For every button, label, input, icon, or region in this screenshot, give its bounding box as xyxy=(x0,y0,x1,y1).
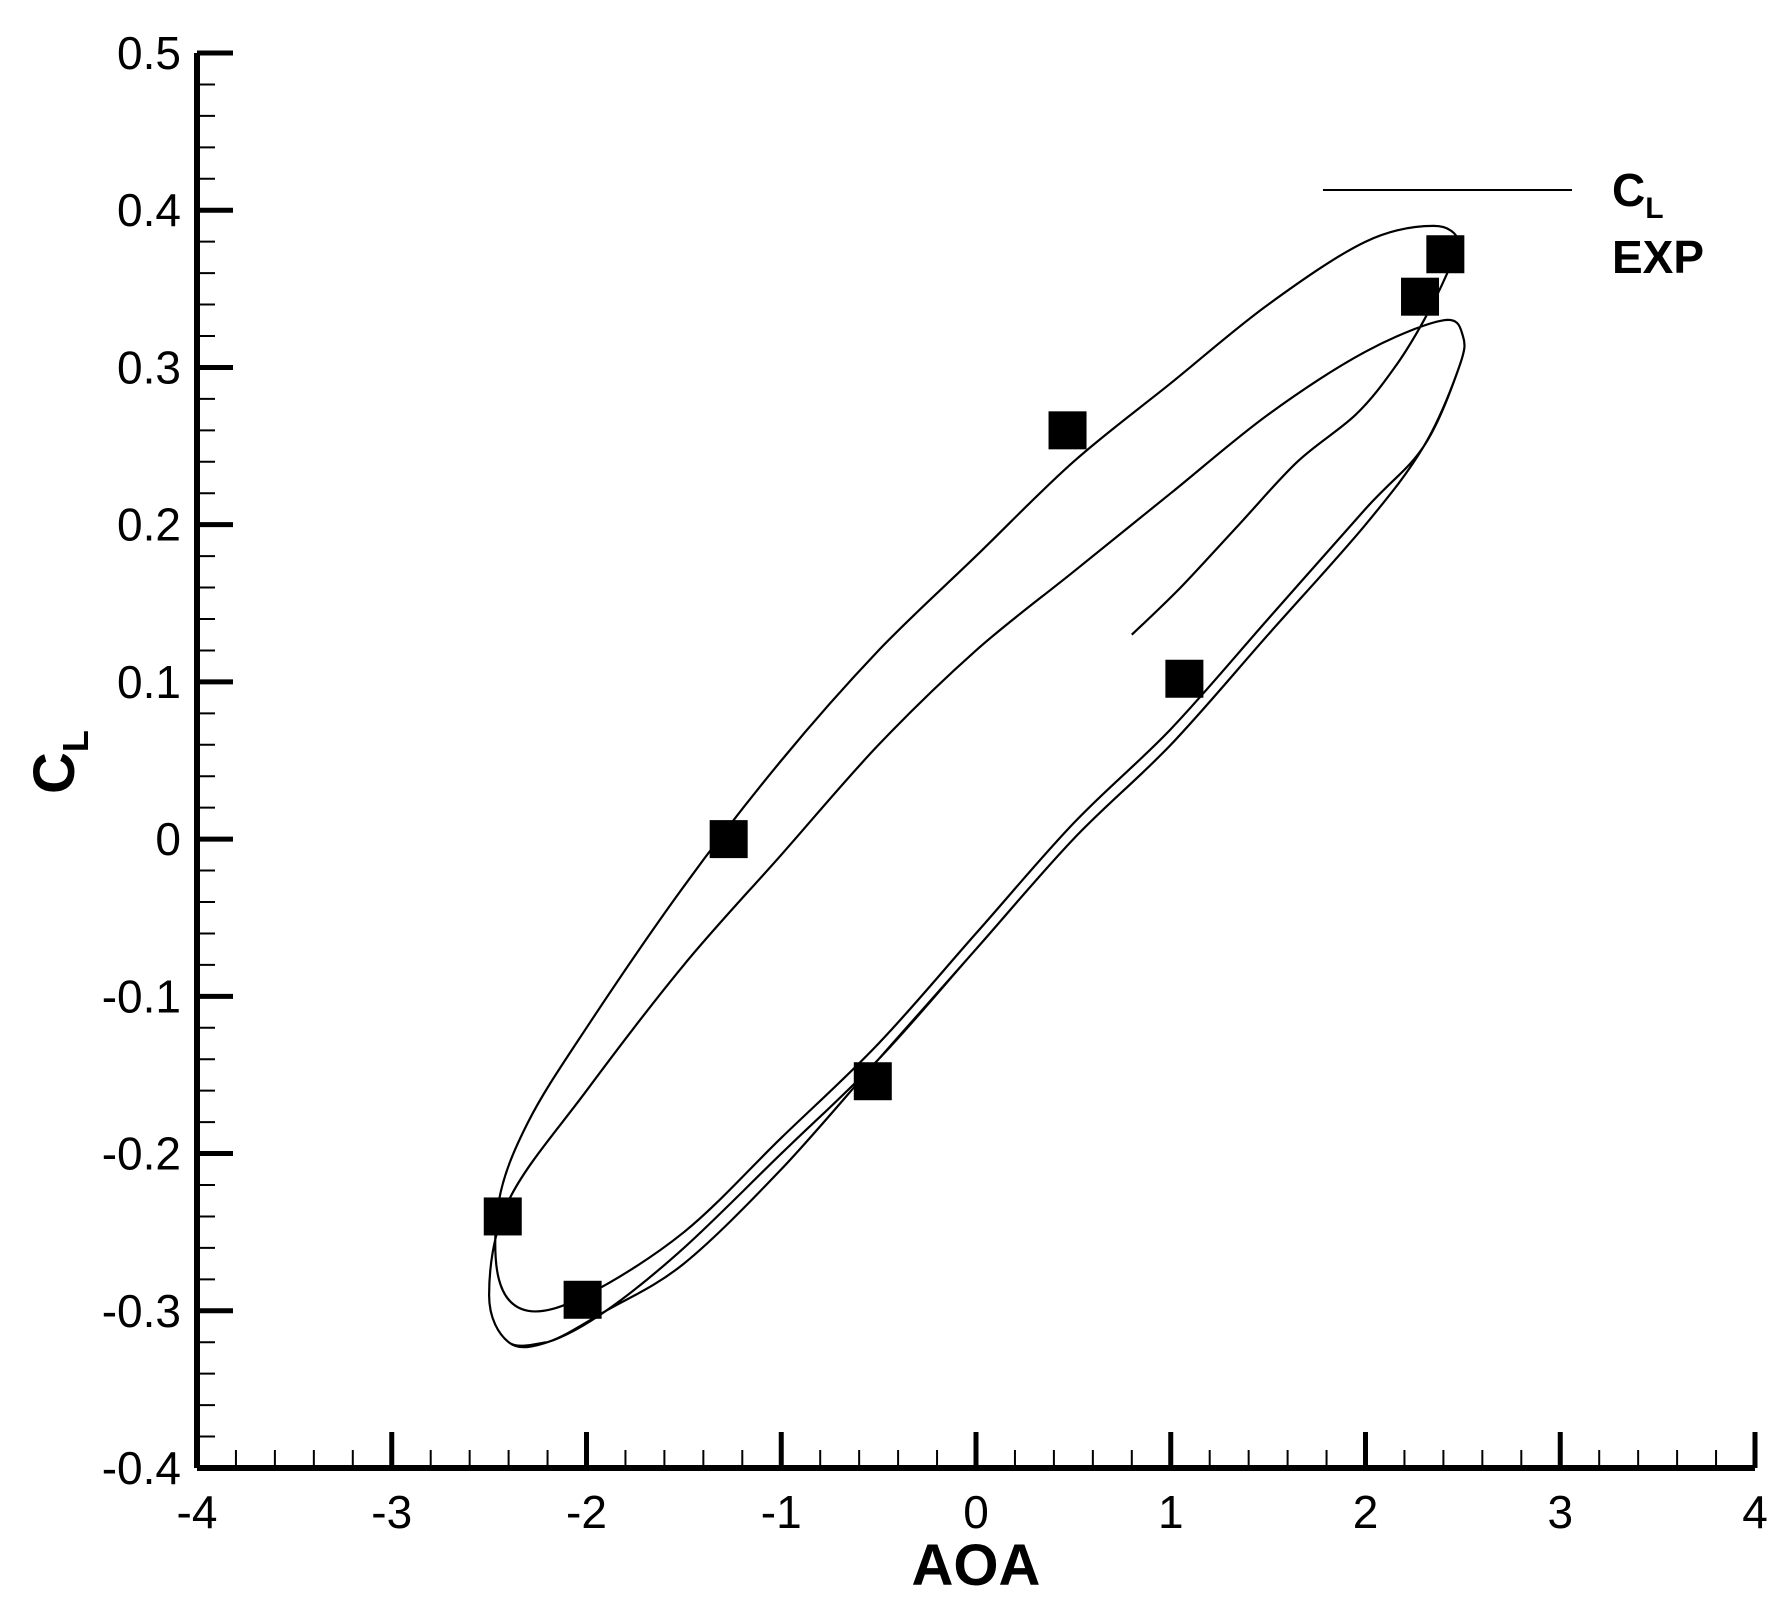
exp-marker xyxy=(483,1197,522,1236)
x-axis-title: AOA xyxy=(912,1533,1041,1598)
x-tick-label: 3 xyxy=(1547,1486,1573,1538)
y-tick-label: 0.2 xyxy=(117,499,181,551)
exp-marker xyxy=(1048,411,1087,450)
y-tick-label: 0.3 xyxy=(117,341,181,393)
svg-text:CL: CL xyxy=(22,730,96,794)
exp-marker xyxy=(1401,277,1440,316)
y-tick-labels: -0.4 -0.3 -0.2 -0.1 0 0.1 0.2 0.3 0.4 0.5 xyxy=(102,27,181,1494)
x-tick-label: 1 xyxy=(1158,1486,1184,1538)
x-tick-label: -4 xyxy=(177,1486,218,1538)
series-lines xyxy=(488,224,1466,1349)
major-ticks xyxy=(194,50,1758,1471)
legend: CL EXP xyxy=(1323,164,1704,283)
minor-ticks xyxy=(197,83,1718,1468)
exp-marker xyxy=(1165,659,1204,698)
y-tick-label: 0 xyxy=(155,813,181,865)
axes xyxy=(194,53,1755,1471)
y-axis-title: CL xyxy=(22,730,96,794)
exp-marker xyxy=(709,820,748,859)
y-tick-label: 0.4 xyxy=(117,184,181,236)
exp-marker xyxy=(853,1062,892,1101)
y-axis-title-sub: L xyxy=(55,730,96,752)
x-tick-label: -2 xyxy=(566,1486,607,1538)
x-tick-label: -1 xyxy=(761,1486,802,1538)
legend-label-cl-sub: L xyxy=(1645,192,1663,225)
x-tick-labels: -4 -3 -2 -1 0 1 2 3 4 xyxy=(177,1486,1768,1538)
y-tick-label: 0.1 xyxy=(117,656,181,708)
series-line-cl xyxy=(488,224,1466,1349)
x-tick-label: -3 xyxy=(371,1486,412,1538)
y-axis-title-main: C xyxy=(22,752,87,794)
exp-marker xyxy=(1426,235,1465,274)
x-tick-label: 4 xyxy=(1742,1486,1768,1538)
legend-label-cl-main: C xyxy=(1612,164,1645,216)
legend-label-cl: CL xyxy=(1612,164,1664,225)
y-tick-label: 0.5 xyxy=(117,27,181,79)
x-tick-label: 2 xyxy=(1353,1486,1379,1538)
y-tick-label: -0.3 xyxy=(102,1285,181,1337)
exp-marker xyxy=(563,1280,602,1319)
y-tick-label: -0.2 xyxy=(102,1128,181,1180)
x-tick-label: 0 xyxy=(963,1486,989,1538)
series-markers xyxy=(483,235,1465,1319)
legend-label-exp: EXP xyxy=(1612,231,1704,283)
y-tick-label: -0.4 xyxy=(102,1442,181,1494)
y-tick-label: -0.1 xyxy=(102,970,181,1022)
